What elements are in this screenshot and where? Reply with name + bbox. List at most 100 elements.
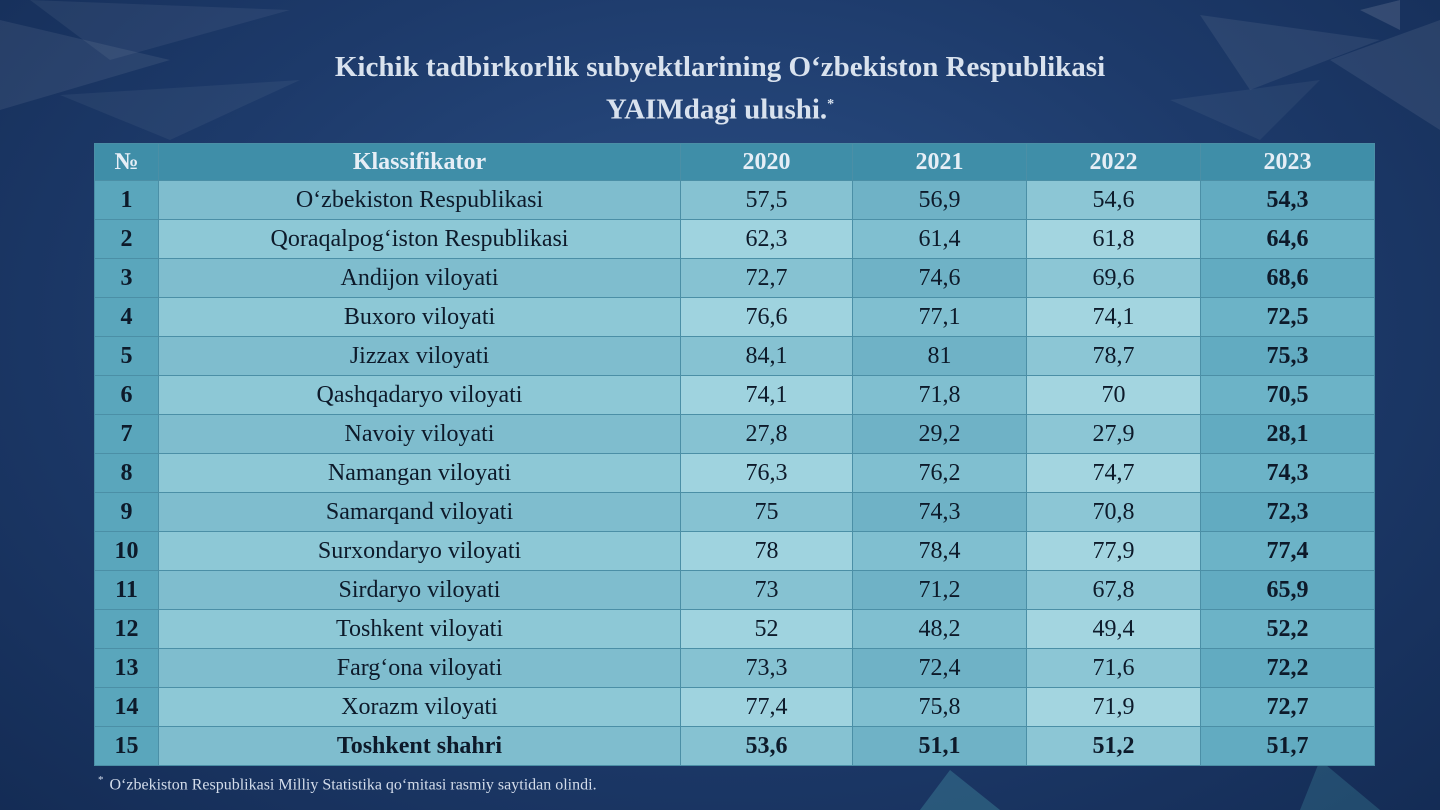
cell-2020: 27,8 (680, 414, 853, 454)
cell-2021: 51,1 (852, 726, 1027, 766)
table-row: 5 Jizzax viloyati 84,1 81 78,7 75,3 (94, 336, 1375, 376)
table-row: 14 Xorazm viloyati 77,4 75,8 71,9 72,7 (94, 687, 1375, 727)
row-number: 10 (94, 531, 159, 571)
cell-2021: 72,4 (852, 648, 1027, 688)
cell-2023: 54,3 (1200, 180, 1375, 220)
cell-2022: 74,1 (1026, 297, 1201, 337)
row-classifier: Sirdaryo viloyati (158, 570, 681, 610)
row-classifier: Jizzax viloyati (158, 336, 681, 376)
cell-2021: 81 (852, 336, 1027, 376)
row-classifier: Buxoro viloyati (158, 297, 681, 337)
cell-2020: 76,3 (680, 453, 853, 493)
row-classifier: Samarqand viloyati (158, 492, 681, 532)
cell-2020: 72,7 (680, 258, 853, 298)
row-number: 8 (94, 453, 159, 493)
footnote: * O‘zbekiston Respublikasi Milliy Statist… (98, 774, 597, 794)
cell-2023: 65,9 (1200, 570, 1375, 610)
cell-2020: 73,3 (680, 648, 853, 688)
table-row: 4 Buxoro viloyati 76,6 77,1 74,1 72,5 (94, 297, 1375, 337)
cell-2021: 61,4 (852, 219, 1027, 259)
row-number: 3 (94, 258, 159, 298)
cell-2022: 67,8 (1026, 570, 1201, 610)
data-table: № Klassifikator 2020 2021 2022 2023 1 O‘z… (94, 143, 1375, 766)
title-line-2-text: YAIMdagi ulushi. (605, 93, 828, 126)
cell-2022: 49,4 (1026, 609, 1201, 649)
cell-2020: 76,6 (680, 297, 853, 337)
cell-2022: 51,2 (1026, 726, 1201, 766)
cell-2021: 74,3 (852, 492, 1027, 532)
table-row: 7 Navoiy viloyati 27,8 29,2 27,9 28,1 (94, 414, 1375, 454)
cell-2023: 72,5 (1200, 297, 1375, 337)
cell-2021: 75,8 (852, 687, 1027, 727)
table-body: 1 O‘zbekiston Respublikasi 57,5 56,9 54,6 54,… (94, 180, 1375, 766)
cell-2023: 64,6 (1200, 219, 1375, 259)
row-number: 2 (94, 219, 159, 259)
row-classifier: Qashqadaryo viloyati (158, 375, 681, 415)
cell-2021: 77,1 (852, 297, 1027, 337)
row-classifier: Toshkent viloyati (158, 609, 681, 649)
row-number: 12 (94, 609, 159, 649)
row-number: 14 (94, 687, 159, 727)
row-number: 15 (94, 726, 159, 766)
cell-2023: 72,3 (1200, 492, 1375, 532)
cell-2020: 75 (680, 492, 853, 532)
header-2023: 2023 (1200, 143, 1375, 181)
row-number: 6 (94, 375, 159, 415)
cell-2021: 71,8 (852, 375, 1027, 415)
table-row: 8 Namangan viloyati 76,3 76,2 74,7 74,3 (94, 453, 1375, 493)
cell-2021: 76,2 (852, 453, 1027, 493)
row-number: 4 (94, 297, 159, 337)
cell-2021: 48,2 (852, 609, 1027, 649)
cell-2022: 78,7 (1026, 336, 1201, 376)
cell-2023: 68,6 (1200, 258, 1375, 298)
cell-2023: 70,5 (1200, 375, 1375, 415)
cell-2022: 70,8 (1026, 492, 1201, 532)
cell-2023: 72,7 (1200, 687, 1375, 727)
cell-2023: 52,2 (1200, 609, 1375, 649)
cell-2020: 62,3 (680, 219, 853, 259)
table-row: 2 Qoraqalpog‘iston Respublikasi 62,3 61,4 61… (94, 219, 1375, 259)
table-row: 9 Samarqand viloyati 75 74,3 70,8 72,3 (94, 492, 1375, 532)
chart-title: Kichik tadbirkorlik subyektlarining O‘zb… (0, 48, 1440, 129)
cell-2022: 74,7 (1026, 453, 1201, 493)
cell-2021: 29,2 (852, 414, 1027, 454)
title-line-2: YAIMdagi ulushi.* (0, 86, 1440, 129)
table-header-row: № Klassifikator 2020 2021 2022 2023 (94, 143, 1375, 181)
table-row: 1 O‘zbekiston Respublikasi 57,5 56,9 54,6 54,… (94, 180, 1375, 220)
row-classifier: Xorazm viloyati (158, 687, 681, 727)
row-number: 5 (94, 336, 159, 376)
header-number: № (94, 143, 159, 181)
row-number: 11 (94, 570, 159, 610)
row-number: 7 (94, 414, 159, 454)
cell-2023: 72,2 (1200, 648, 1375, 688)
cell-2020: 73 (680, 570, 853, 610)
cell-2022: 61,8 (1026, 219, 1201, 259)
table-row: 13 Farg‘ona viloyati 73,3 72,4 71,6 72,2 (94, 648, 1375, 688)
row-number: 1 (94, 180, 159, 220)
row-classifier: Toshkent shahri (158, 726, 681, 766)
cell-2022: 69,6 (1026, 258, 1201, 298)
row-number: 9 (94, 492, 159, 532)
row-classifier: Andijon viloyati (158, 258, 681, 298)
table-row: 11 Sirdaryo viloyati 73 71,2 67,8 65,9 (94, 570, 1375, 610)
cell-2022: 77,9 (1026, 531, 1201, 571)
header-2021: 2021 (852, 143, 1027, 181)
cell-2020: 53,6 (680, 726, 853, 766)
cell-2020: 78 (680, 531, 853, 571)
cell-2023: 75,3 (1200, 336, 1375, 376)
table-row: 3 Andijon viloyati 72,7 74,6 69,6 68,6 (94, 258, 1375, 298)
cell-2021: 74,6 (852, 258, 1027, 298)
cell-2020: 74,1 (680, 375, 853, 415)
cell-2022: 71,6 (1026, 648, 1201, 688)
cell-2021: 71,2 (852, 570, 1027, 610)
row-classifier: Qoraqalpog‘iston Respublikasi (158, 219, 681, 259)
cell-2023: 28,1 (1200, 414, 1375, 454)
cell-2021: 56,9 (852, 180, 1027, 220)
title-footnote-mark: * (827, 97, 835, 112)
cell-2023: 74,3 (1200, 453, 1375, 493)
cell-2021: 78,4 (852, 531, 1027, 571)
row-classifier: Farg‘ona viloyati (158, 648, 681, 688)
header-2020: 2020 (680, 143, 853, 181)
footnote-text: O‘zbekiston Respublikasi Milliy Statisti… (109, 776, 597, 794)
data-table-container: № Klassifikator 2020 2021 2022 2023 1 O‘z… (94, 143, 1375, 766)
